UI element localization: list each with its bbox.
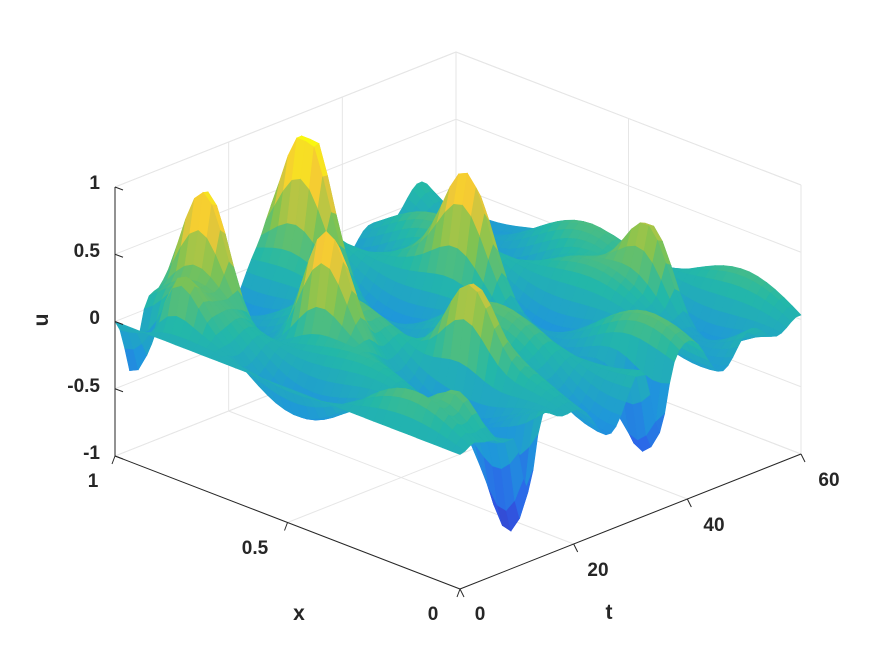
- z-tick-label: 0.5: [74, 241, 101, 262]
- gridline: [114, 51, 457, 188]
- z-tick-mark: [114, 321, 124, 325]
- surface-mesh: [114, 135, 802, 532]
- t-tick-mark: [573, 543, 579, 553]
- z-tick-label: 1: [89, 173, 100, 194]
- z-tick-mark: [114, 186, 124, 191]
- x-tick-mark: [284, 522, 288, 531]
- x-axis-label: x: [293, 602, 305, 625]
- z-axis-label: u: [30, 314, 53, 327]
- z-tick-label: 0: [89, 308, 100, 329]
- z-tick-label: -1: [83, 443, 100, 464]
- t-axis-ticks: 0 20 40 60: [475, 470, 840, 625]
- t-tick-mark: [686, 498, 692, 508]
- x-tick-label: 1: [88, 471, 99, 492]
- z-axis-ticks: 1 0.5 0 -0.5 -1: [67, 173, 100, 464]
- axes-lines: [111, 186, 806, 598]
- x-tick-label: 0.5: [242, 538, 269, 559]
- t-tick-label: 0: [475, 604, 486, 625]
- t-axis-label: t: [606, 601, 613, 624]
- t-tick-mark: [459, 588, 465, 598]
- gridline: [455, 51, 802, 186]
- t-axis-line: [459, 453, 802, 590]
- x-tick-label: 0: [428, 604, 439, 625]
- t-tick-mark: [800, 453, 806, 463]
- t-tick-label: 20: [587, 560, 608, 581]
- t-tick-label: 60: [818, 470, 839, 491]
- surface-patch: [450, 444, 466, 455]
- z-tick-mark: [114, 253, 124, 258]
- t-tick-label: 40: [703, 515, 724, 536]
- z-tick-mark: [114, 455, 124, 460]
- z-tick-label: -0.5: [67, 376, 100, 397]
- z-tick-mark: [114, 388, 124, 393]
- x-tick-mark: [111, 455, 116, 465]
- x-tick-mark: [456, 588, 461, 598]
- x-axis-ticks: 1 0.5 0: [88, 471, 439, 625]
